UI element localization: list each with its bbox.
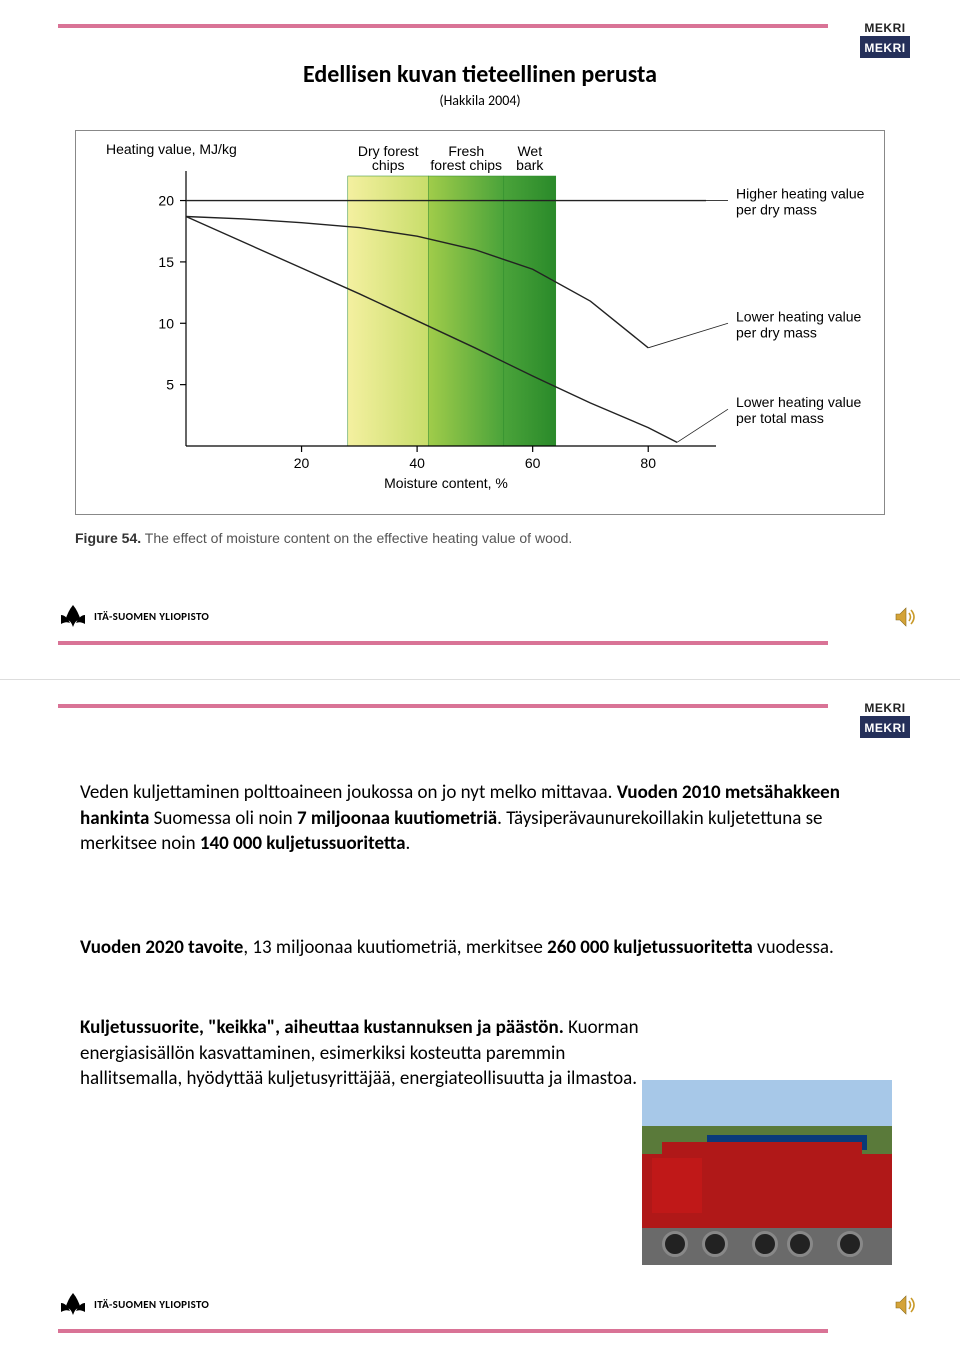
- bottom-divider: [58, 1329, 828, 1333]
- mekri-logo: MEKRI MEKRI: [860, 18, 910, 58]
- uef-logo-text: ITÄ-SUOMEN YLIOPISTO: [94, 1298, 209, 1311]
- truck-cab: [652, 1158, 702, 1213]
- paragraph-1: Veden kuljettaminen polttoaineen joukoss…: [80, 780, 880, 857]
- slide-2: MEKRI MEKRI Veden kuljettaminen polttoai…: [0, 680, 960, 1367]
- svg-text:chips: chips: [372, 157, 405, 173]
- truck-photo: [642, 1080, 892, 1265]
- svg-text:Lower heating value: Lower heating value: [736, 394, 862, 410]
- svg-text:MEKRI: MEKRI: [864, 701, 905, 715]
- top-divider: [58, 24, 828, 28]
- chart-svg: Dry forestchipsFreshforest chipsWetbark5…: [76, 131, 886, 516]
- svg-text:20: 20: [294, 455, 310, 471]
- truck-wheel: [787, 1231, 813, 1257]
- svg-text:per total mass: per total mass: [736, 410, 824, 426]
- truck-wheel: [752, 1231, 778, 1257]
- svg-text:per dry mass: per dry mass: [736, 202, 817, 218]
- svg-text:40: 40: [409, 455, 425, 471]
- uef-logo: ITÄ-SUOMEN YLIOPISTO: [58, 603, 209, 629]
- svg-text:15: 15: [158, 254, 174, 270]
- uef-logo: ITÄ-SUOMEN YLIOPISTO: [58, 1291, 209, 1317]
- svg-text:10: 10: [158, 315, 174, 331]
- truck-wheel: [662, 1231, 688, 1257]
- speaker-icon: [892, 603, 920, 631]
- uef-leaf-icon: [58, 1291, 88, 1317]
- paragraph-2: Vuoden 2020 tavoite, 13 miljoonaa kuutio…: [80, 935, 880, 961]
- svg-text:Moisture content, %: Moisture content, %: [384, 475, 508, 491]
- svg-text:5: 5: [166, 377, 174, 393]
- svg-text:20: 20: [158, 193, 174, 209]
- speaker-icon: [892, 1291, 920, 1319]
- svg-text:per dry mass: per dry mass: [736, 324, 817, 340]
- figure-caption-text: The effect of moisture content on the ef…: [145, 530, 573, 546]
- mekri-logo: MEKRI MEKRI: [860, 698, 910, 738]
- slide-1: MEKRI MEKRI Edellisen kuvan tieteellinen…: [0, 0, 960, 680]
- svg-text:bark: bark: [516, 157, 544, 173]
- svg-text:Heating value, MJ/kg: Heating value, MJ/kg: [106, 141, 237, 157]
- bottom-divider: [58, 641, 828, 645]
- figure-caption: Figure 54. The effect of moisture conten…: [75, 530, 572, 546]
- truck-wheel: [837, 1231, 863, 1257]
- slide-subtitle: (Hakkila 2004): [0, 92, 960, 109]
- svg-text:forest chips: forest chips: [430, 157, 502, 173]
- svg-text:Higher heating value: Higher heating value: [736, 186, 865, 202]
- top-divider: [58, 704, 828, 708]
- svg-text:Lower heating value: Lower heating value: [736, 308, 862, 324]
- figure-label: Figure 54.: [75, 530, 141, 546]
- truck-wheel: [702, 1231, 728, 1257]
- svg-text:60: 60: [525, 455, 541, 471]
- heating-value-chart: Dry forestchipsFreshforest chipsWetbark5…: [75, 130, 885, 515]
- svg-text:MEKRI: MEKRI: [864, 721, 905, 735]
- slide-title: Edellisen kuvan tieteellinen perusta: [0, 60, 960, 89]
- svg-text:80: 80: [640, 455, 656, 471]
- uef-leaf-icon: [58, 603, 88, 629]
- paragraph-3: Kuljetussuorite, "keikka", aiheuttaa kus…: [80, 1015, 640, 1092]
- uef-logo-text: ITÄ-SUOMEN YLIOPISTO: [94, 610, 209, 623]
- svg-text:MEKRI: MEKRI: [864, 21, 905, 35]
- svg-text:MEKRI: MEKRI: [864, 41, 905, 55]
